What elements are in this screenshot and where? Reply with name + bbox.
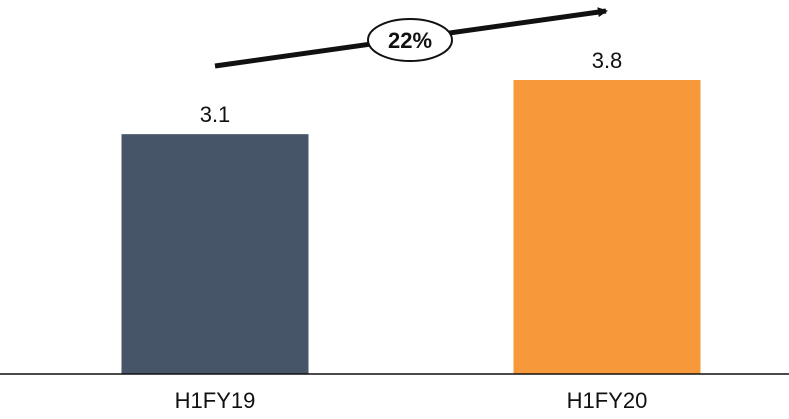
data-label-h1fy20: 3.8 (592, 48, 623, 73)
category-label-h1fy20: H1FY20 (567, 388, 648, 413)
category-labels-group: H1FY19 H1FY20 (175, 388, 648, 413)
growth-annotation: 22% (214, 7, 608, 69)
bars-group (121, 80, 701, 374)
category-label-h1fy19: H1FY19 (175, 388, 256, 413)
growth-badge (367, 18, 453, 62)
data-labels-group: 3.1 3.8 (200, 48, 623, 127)
data-label-h1fy19: 3.1 (200, 102, 231, 127)
bar-h1fy19 (121, 134, 309, 374)
growth-percent-label: 22% (388, 28, 432, 53)
bar-h1fy20 (513, 80, 701, 374)
